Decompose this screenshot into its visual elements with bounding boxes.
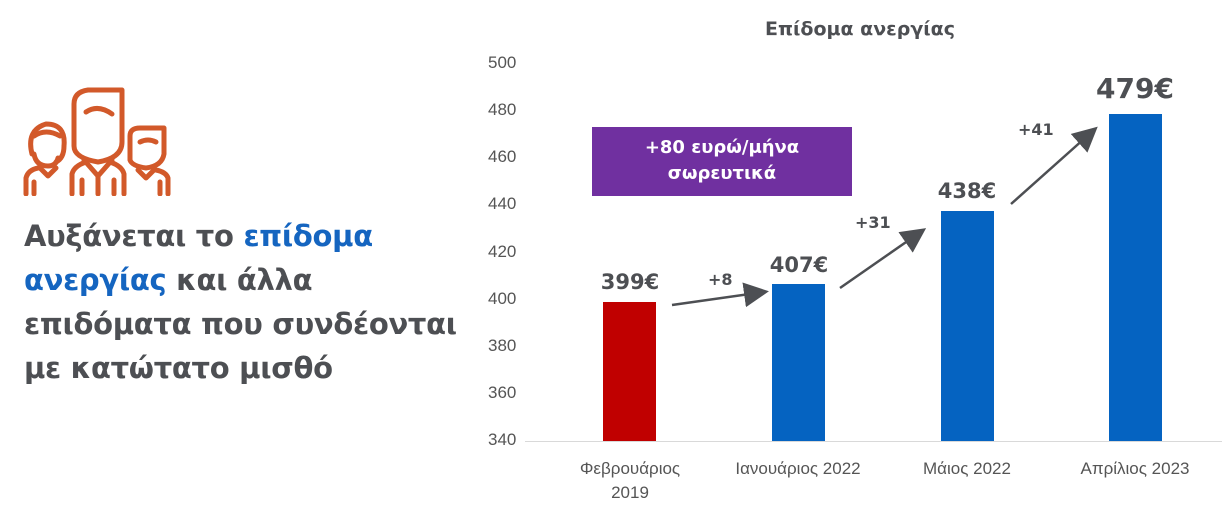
delta-label: +31	[855, 213, 891, 232]
y-tick-420: 420	[488, 242, 517, 261]
headline-part2: και άλλα	[166, 263, 313, 297]
x-label-line2: 2019	[611, 483, 649, 502]
headline-highlight-unemployment: ανεργίας	[24, 263, 167, 297]
y-tick-400: 400	[488, 289, 517, 308]
arrow-icon	[671, 282, 769, 308]
people-group-icon	[23, 87, 171, 196]
y-tick-380: 380	[488, 336, 517, 355]
headline-part1: Αυξάνεται το	[24, 219, 244, 253]
bar-value-label: 479€	[1096, 72, 1174, 105]
x-label-jan-2022: Ιανουάριος 2022	[735, 459, 861, 478]
bar-may-2022	[941, 211, 994, 441]
arrow-icon	[1010, 126, 1098, 205]
y-tick-440: 440	[488, 194, 517, 213]
bar-jan-2022	[772, 284, 825, 441]
arrow-icon	[839, 228, 927, 290]
delta-label: +8	[708, 270, 733, 289]
y-tick-500: 500	[488, 53, 517, 72]
y-tick-340: 340	[488, 430, 517, 449]
headline: Αυξάνεται το επίδομα ανεργίας και άλλα ε…	[24, 214, 484, 390]
callout-line1: +80 ευρώ/μήνα	[644, 137, 800, 158]
y-tick-460: 460	[488, 147, 517, 166]
x-label-line1: Φεβρουάριος	[579, 459, 681, 478]
x-axis-line	[525, 441, 1222, 442]
callout-line2: σωρευτικά	[667, 163, 777, 184]
bar-value-label: 438€	[937, 179, 997, 203]
x-label-apr-2023: Απρίλιος 2023	[1080, 459, 1190, 478]
headline-line4: με κατώτατο μισθό	[24, 351, 333, 385]
headline-highlight-benefit: επίδομα	[243, 219, 373, 253]
bar-apr-2023	[1109, 114, 1162, 441]
chart-title: Επίδομα ανεργίας	[765, 18, 955, 40]
delta-label: +41	[1018, 120, 1054, 139]
y-tick-360: 360	[488, 383, 517, 402]
headline-line3: επιδόματα που συνδέονται	[24, 307, 457, 341]
cumulative-increase-callout: +80 ευρώ/μήνα σωρευτικά	[592, 127, 852, 196]
x-label-may-2022: Μάιος 2022	[923, 459, 1011, 478]
x-label-feb-2019: Φεβρουάριος 2019	[545, 457, 715, 505]
y-tick-480: 480	[488, 100, 517, 119]
bar-value-label: 399€	[600, 270, 660, 294]
bar-feb-2019	[603, 302, 656, 441]
bar-value-label: 407€	[769, 253, 829, 277]
